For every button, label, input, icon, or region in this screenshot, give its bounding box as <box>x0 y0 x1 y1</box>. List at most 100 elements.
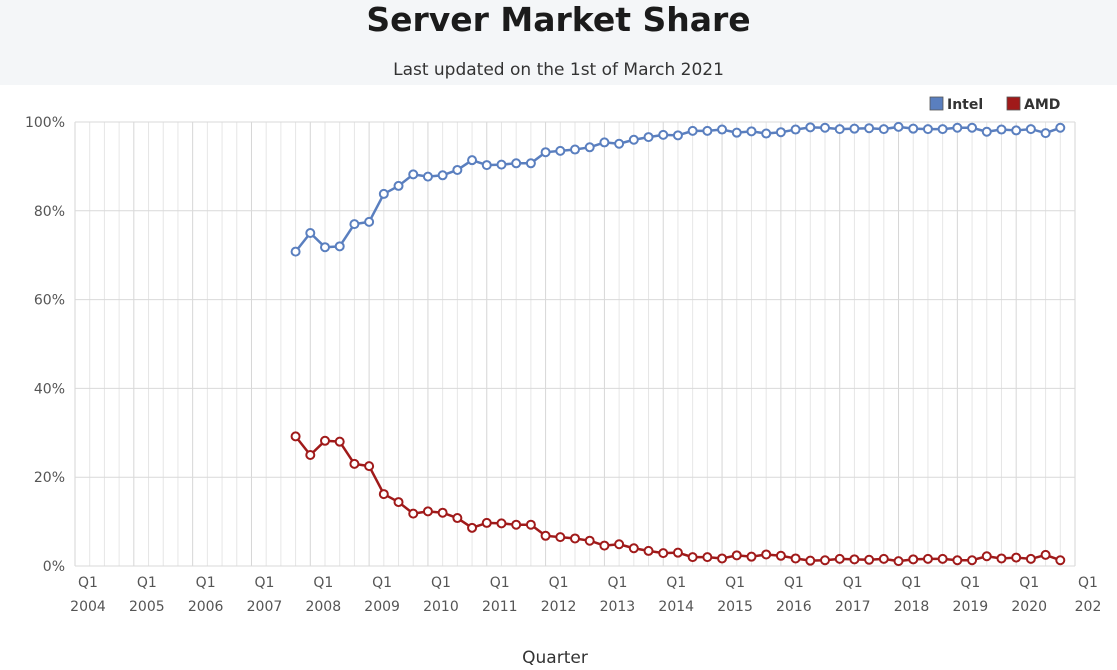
data-point-intel <box>481 160 492 171</box>
data-point-intel <box>525 158 536 169</box>
data-point-intel <box>908 123 919 134</box>
x-axis-title: Quarter <box>522 648 588 668</box>
data-point-intel <box>731 127 742 138</box>
data-point-intel <box>790 124 801 135</box>
series-amd <box>290 431 1066 567</box>
data-point-intel <box>437 170 448 181</box>
data-point-amd <box>1055 555 1066 566</box>
data-point-amd <box>378 489 389 500</box>
data-point-amd <box>937 553 948 564</box>
x-tick-label-year: 2018 <box>894 599 930 615</box>
legend-swatch-amd <box>1006 96 1021 111</box>
x-tick-label-year: 2005 <box>129 599 165 615</box>
data-point-amd <box>614 539 625 550</box>
x-tick-label-quarter: Q1 <box>549 575 569 591</box>
data-point-amd <box>422 506 433 517</box>
y-tick-label: 40% <box>34 381 65 397</box>
data-point-intel <box>496 159 507 170</box>
x-tick-label-year: 2004 <box>70 599 106 615</box>
data-point-intel <box>290 246 301 257</box>
y-tick-label: 60% <box>34 293 65 309</box>
data-point-amd <box>555 532 566 543</box>
data-point-amd <box>981 551 992 562</box>
data-point-amd <box>893 556 904 567</box>
data-point-amd <box>305 450 316 460</box>
data-point-amd <box>672 547 683 558</box>
data-point-intel <box>570 144 580 155</box>
data-point-intel <box>511 158 522 169</box>
data-point-amd <box>834 553 845 564</box>
data-point-amd <box>805 555 816 566</box>
data-point-intel <box>849 123 860 134</box>
x-tick-label-year: 2013 <box>600 599 636 615</box>
data-point-amd <box>452 513 463 524</box>
data-point-intel <box>702 125 713 136</box>
data-point-intel <box>746 126 757 137</box>
x-tick-label-year: 2014 <box>658 599 694 615</box>
data-point-intel <box>349 219 360 230</box>
x-tick-label-year: 2011 <box>482 599 518 615</box>
legend-label-amd: AMD <box>1024 97 1060 113</box>
data-point-amd <box>334 436 345 447</box>
x-tick-label-year: 2010 <box>423 599 459 615</box>
data-point-amd <box>496 518 507 529</box>
data-point-amd <box>628 543 639 554</box>
data-point-intel <box>672 130 683 141</box>
data-point-amd <box>952 555 963 566</box>
data-point-amd <box>511 519 522 530</box>
data-point-intel <box>820 122 830 133</box>
data-point-intel <box>937 124 948 135</box>
x-tick-label-year: 2009 <box>364 599 400 615</box>
data-point-intel <box>364 216 375 227</box>
page-subtitle: Last updated on the 1st of March 2021 <box>393 60 724 80</box>
page-title: Server Market Share <box>366 0 751 39</box>
data-point-amd <box>364 461 375 472</box>
grid-lines <box>74 121 1076 567</box>
data-point-amd <box>437 507 448 518</box>
data-point-amd <box>1040 549 1051 560</box>
x-tick-label-year: 2012 <box>541 599 577 615</box>
data-point-amd <box>525 519 536 530</box>
x-tick-label-quarter: Q1 <box>1019 575 1039 591</box>
data-point-intel <box>658 129 669 140</box>
series-intel <box>290 121 1066 257</box>
data-point-intel <box>599 137 610 148</box>
data-point-intel <box>378 188 389 199</box>
data-point-amd <box>761 549 772 560</box>
x-tick-label-year: 2008 <box>305 599 341 615</box>
data-point-amd <box>320 435 330 446</box>
header-band <box>0 0 1117 85</box>
x-tick-label-year: 202 <box>1075 599 1102 615</box>
data-point-intel <box>805 122 816 133</box>
data-point-amd <box>790 553 801 564</box>
data-point-amd <box>481 517 492 528</box>
x-tick-label-quarter: Q1 <box>490 575 510 591</box>
data-point-intel <box>320 242 330 253</box>
data-point-intel <box>996 124 1007 135</box>
data-point-amd <box>1025 553 1036 564</box>
data-point-amd <box>1011 552 1022 563</box>
data-point-amd <box>908 554 919 565</box>
x-tick-label-quarter: Q1 <box>843 575 863 591</box>
data-point-intel <box>967 122 978 133</box>
x-tick-label-quarter: Q1 <box>725 575 745 591</box>
data-point-amd <box>849 554 860 565</box>
data-point-intel <box>922 124 933 135</box>
data-point-intel <box>643 132 654 143</box>
y-tick-label: 0% <box>43 559 65 575</box>
data-point-intel <box>761 128 772 139</box>
x-tick-label-quarter: Q1 <box>372 575 392 591</box>
data-point-intel <box>393 180 404 191</box>
data-point-intel <box>305 228 316 238</box>
x-tick-label-year: 2019 <box>953 599 989 615</box>
data-point-amd <box>643 545 654 556</box>
data-point-amd <box>687 552 698 563</box>
x-tick-label-quarter: Q1 <box>78 575 98 591</box>
data-point-amd <box>540 530 551 541</box>
data-point-amd <box>967 555 978 566</box>
y-tick-label: 80% <box>34 204 65 220</box>
legend-label-intel: Intel <box>947 97 983 113</box>
x-tick-label-quarter: Q1 <box>960 575 980 591</box>
x-tick-label-year: 2006 <box>188 599 224 615</box>
